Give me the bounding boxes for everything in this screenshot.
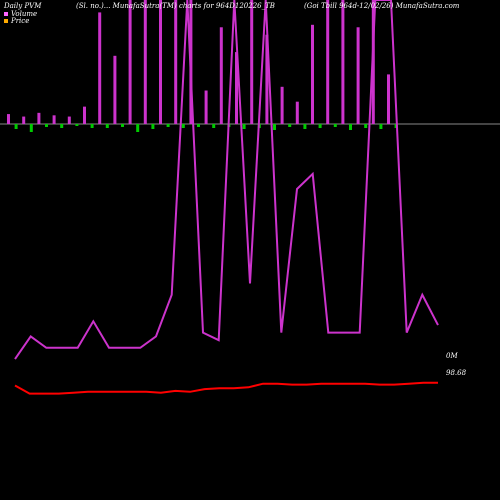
volume-bar: [7, 114, 10, 124]
volume-bar: [280, 86, 284, 124]
volume-bar: [143, 0, 147, 124]
volume-bar: [83, 106, 86, 124]
chart-header-center: (Sl. no.)... MunafaSutra(TM) charts for …: [76, 2, 275, 10]
volume-bar: [349, 124, 352, 130]
volume-bar: [90, 124, 94, 128]
volume-bar: [22, 116, 26, 124]
volume-bar: [219, 27, 223, 125]
volume-bar: [250, 0, 254, 124]
volume-bar: [273, 124, 276, 130]
volume-line: [14, 0, 439, 360]
volume-bar: [105, 124, 109, 128]
volume-bar: [174, 0, 178, 124]
volume-bar: [151, 124, 155, 129]
volume-bar: [265, 34, 269, 124]
legend-price-label: Price: [10, 17, 29, 25]
legend-volume-swatch: [4, 12, 8, 16]
volume-bar: [136, 124, 140, 132]
legend-volume-label: Volume: [11, 10, 37, 18]
price-value-label: 98.68: [446, 369, 467, 377]
volume-bar: [113, 55, 117, 124]
volume-bar: [52, 115, 56, 124]
volume-bar: [356, 27, 360, 125]
volume-bar: [204, 90, 208, 124]
volume-bar: [29, 124, 33, 132]
volume-bar: [387, 74, 390, 124]
volume-bar: [333, 124, 337, 127]
volume-bar: [197, 124, 200, 127]
volume-bar: [60, 124, 64, 128]
volume-bar: [98, 12, 102, 124]
price-line: [14, 381, 438, 395]
volume-bar: [212, 124, 216, 128]
legend-price-swatch: [4, 19, 8, 23]
volume-bar: [311, 24, 314, 124]
volume-bar: [75, 124, 79, 126]
chart-header-right: (Goi Tbill 964d-12/02/26) MunafaSutra.co…: [304, 2, 460, 10]
volume-bar: [303, 124, 307, 129]
volume-bar: [37, 112, 41, 124]
volume-bar: [379, 124, 383, 129]
volume-value-label: 0M: [446, 352, 458, 360]
volume-bar: [128, 0, 132, 124]
volume-bar: [121, 124, 124, 127]
volume-bar: [341, 0, 345, 124]
volume-bar: [295, 101, 299, 124]
volume-bar: [288, 124, 292, 127]
volume-bar: [318, 124, 322, 128]
chart-title: Daily PVM: [3, 2, 42, 10]
volume-bar: [166, 124, 170, 127]
volume-bar: [235, 52, 238, 124]
volume-bar: [181, 124, 185, 128]
volume-bar: [14, 124, 18, 129]
volume-bar: [45, 124, 48, 127]
volume-bar: [159, 0, 162, 124]
volume-bar: [326, 0, 330, 124]
volume-bar: [364, 124, 368, 128]
volume-bars: [7, 0, 398, 132]
volume-bar: [67, 116, 71, 124]
volume-bar: [242, 124, 246, 129]
